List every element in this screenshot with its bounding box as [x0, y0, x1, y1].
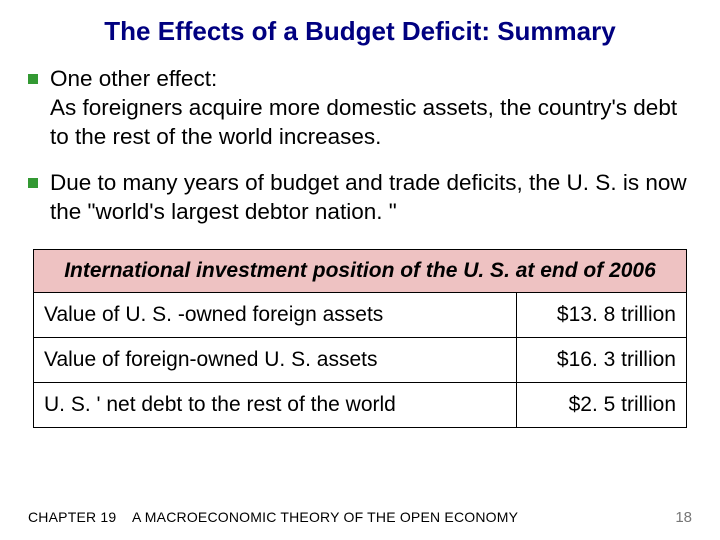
table-value: $2. 5 trillion [517, 383, 687, 428]
bullet-text: Due to many years of budget and trade de… [50, 169, 692, 227]
bullet-icon [28, 178, 38, 188]
page-number: 18 [675, 509, 692, 526]
bullet-text: One other effect: As foreigners acquire … [50, 65, 692, 151]
bullet-icon [28, 74, 38, 84]
slide: The Effects of a Budget Deficit: Summary… [0, 0, 720, 540]
footer-left: CHAPTER 19 A MACROECONOMIC THEORY OF THE… [28, 509, 518, 525]
bullet-item: One other effect: As foreigners acquire … [28, 65, 692, 151]
bullet-body: Due to many years of budget and trade de… [50, 170, 687, 224]
slide-title: The Effects of a Budget Deficit: Summary [28, 16, 692, 47]
table-header-row: International investment position of the… [34, 249, 687, 292]
book-title: A MACROECONOMIC THEORY OF THE OPEN ECONO… [132, 509, 518, 525]
footer: CHAPTER 19 A MACROECONOMIC THEORY OF THE… [28, 509, 692, 526]
table-row: Value of U. S. -owned foreign assets $13… [34, 293, 687, 338]
bullet-body: As foreigners acquire more domestic asse… [50, 95, 677, 149]
table-value: $16. 3 trillion [517, 338, 687, 383]
table-row: U. S. ' net debt to the rest of the worl… [34, 383, 687, 428]
table-label: Value of U. S. -owned foreign assets [34, 293, 517, 338]
investment-position-table: International investment position of the… [33, 249, 687, 428]
table-value: $13. 8 trillion [517, 293, 687, 338]
bullet-item: Due to many years of budget and trade de… [28, 169, 692, 227]
table-label: U. S. ' net debt to the rest of the worl… [34, 383, 517, 428]
bullet-lead: One other effect: [50, 66, 217, 91]
chapter-label: CHAPTER 19 [28, 509, 116, 525]
table-label: Value of foreign-owned U. S. assets [34, 338, 517, 383]
table-header: International investment position of the… [34, 249, 687, 292]
table-row: Value of foreign-owned U. S. assets $16.… [34, 338, 687, 383]
